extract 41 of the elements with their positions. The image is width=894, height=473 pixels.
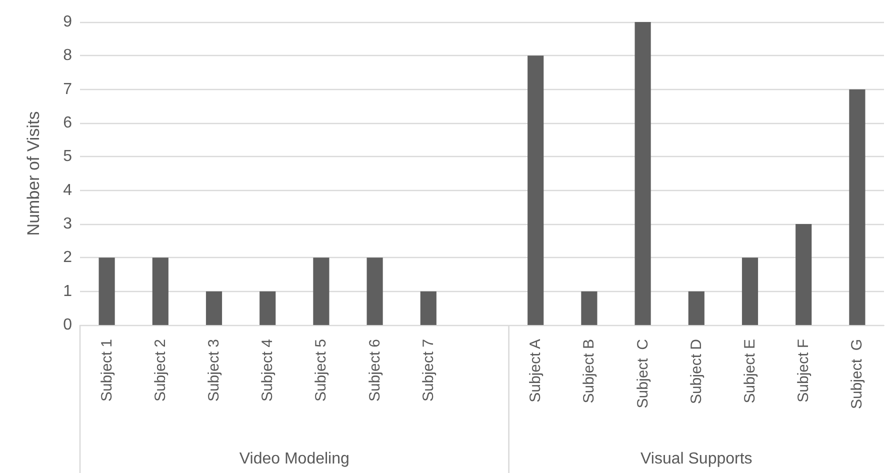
bar [313, 258, 330, 325]
x-tick-label: Subject E [742, 339, 758, 404]
y-tick-label: 9 [63, 14, 72, 30]
x-tick-label: Subject F [795, 339, 812, 402]
bar [688, 291, 704, 325]
y-tick-label: 5 [63, 148, 72, 166]
bar [528, 56, 544, 325]
text: Visual Supports [640, 450, 752, 468]
x-tick-label: Subject 5 [312, 339, 330, 402]
x-tick-label: Subject 3 [206, 339, 222, 402]
bar [581, 291, 598, 325]
y-tick-label: 2 [63, 249, 72, 266]
x-tick-label: Subject 7 [420, 339, 437, 402]
bar [206, 291, 222, 325]
bar [98, 258, 115, 325]
bar [634, 22, 651, 325]
y-tick-label: 6 [63, 114, 72, 132]
x-tick-label: Subject C [634, 338, 652, 408]
x-tick-label: Subject A [527, 339, 544, 402]
text: Video Modeling [239, 450, 350, 468]
bar [742, 258, 758, 325]
x-tick-label: Subject 1 [98, 339, 116, 402]
y-tick-label: 1 [63, 282, 72, 300]
bar [152, 258, 168, 325]
x-tick-label: Subject 2 [152, 339, 169, 402]
y-axis-title: Number of Visits [24, 111, 43, 236]
bar [260, 291, 276, 325]
x-tick-label: Subject D [688, 338, 705, 404]
bar [366, 258, 383, 325]
x-tick-label: Subject 4 [259, 339, 276, 402]
x-tick-label: Subject 6 [366, 339, 384, 402]
y-tick-label: 0 [63, 316, 72, 334]
x-tick-label: Subject B [580, 339, 598, 404]
bar [796, 224, 812, 325]
y-tick-label: 4 [63, 182, 72, 199]
x-tick-label: Subject G [848, 339, 866, 410]
y-tick-label: 7 [63, 80, 72, 98]
bar [849, 89, 866, 325]
bar [420, 291, 436, 325]
y-tick-label: 8 [63, 47, 72, 64]
y-tick-label: 3 [63, 216, 72, 232]
